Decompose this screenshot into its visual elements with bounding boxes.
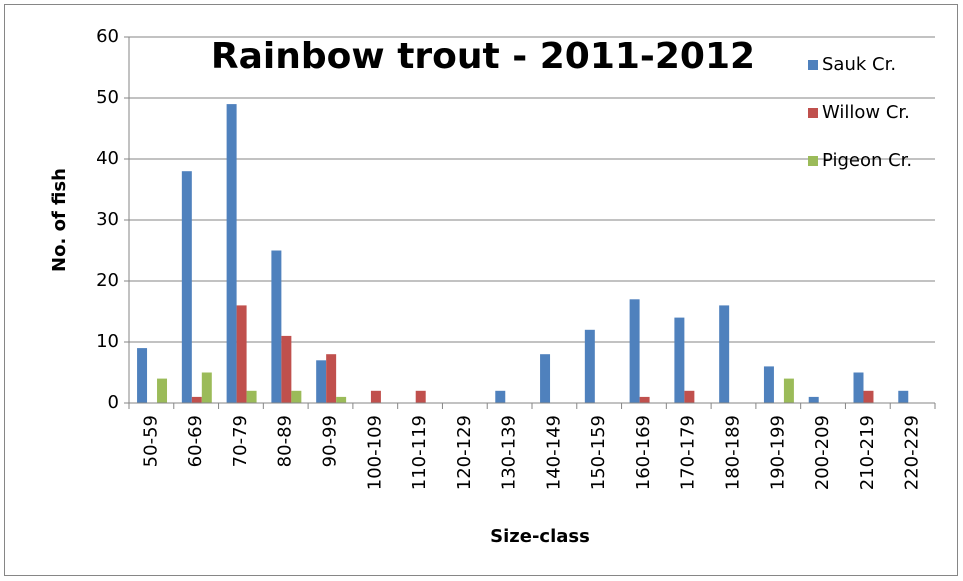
bar [157,378,168,403]
y-tick-label: 60 [96,26,119,47]
bar [336,396,347,403]
bar [495,390,506,403]
bar [719,305,730,403]
x-tick-label: 210-219 [857,415,878,490]
legend-label: Willow Cr. [822,102,910,123]
bar [674,317,685,403]
bar [291,390,302,403]
x-tick-label: 80-89 [275,415,296,467]
legend-label: Sauk Cr. [822,54,896,75]
bar [808,396,819,403]
bar [191,396,202,403]
x-tick-label: 170-179 [678,415,699,490]
x-tick-label: 110-119 [409,415,430,490]
legend-swatch [808,156,818,166]
bar [415,390,426,403]
bar [201,372,212,403]
bar [326,354,337,403]
bar [137,348,148,403]
chart-title: Rainbow trout - 2011-2012 [211,36,755,77]
y-axis-label: No. of fish [49,168,70,272]
y-tick-label: 20 [96,270,119,291]
x-tick-label: 120-129 [454,415,475,490]
bar [226,104,237,403]
y-tick-label: 0 [108,392,119,413]
x-tick-label: 160-169 [633,415,654,490]
bar [370,390,381,403]
legend-swatch [808,108,818,118]
chart-border [4,4,958,576]
x-tick-label: 100-109 [364,415,385,490]
bar [629,299,640,403]
bar [898,390,909,403]
x-tick-label: 180-189 [723,415,744,490]
x-tick-label: 190-199 [767,415,788,490]
x-tick-label: 220-229 [902,415,923,490]
y-tick-label: 30 [96,209,119,230]
x-tick-label: 140-149 [543,415,564,490]
y-tick-label: 40 [96,148,119,169]
bar [181,171,192,403]
bar [316,360,327,403]
bar [684,390,695,403]
x-tick-label: 60-69 [185,415,206,467]
bar [783,378,794,403]
bar [863,390,874,403]
x-tick-label: 200-209 [812,415,833,490]
bar [281,335,292,403]
legend-label: Pigeon Cr. [822,150,912,171]
bar [271,250,282,403]
bar [540,354,551,403]
bar [763,366,774,403]
bar [236,305,247,403]
x-tick-label: 70-79 [230,415,251,467]
legend-swatch [808,60,818,70]
bar [853,372,864,403]
y-tick-label: 50 [96,87,119,108]
x-tick-label: 150-159 [588,415,609,490]
bar [246,390,257,403]
x-tick-label: 130-139 [499,415,520,490]
bar [639,396,650,403]
x-tick-label: 50-59 [140,415,161,467]
x-axis-label: Size-class [490,526,590,547]
y-tick-label: 10 [96,331,119,352]
bar [584,329,595,403]
x-tick-label: 90-99 [320,415,341,467]
